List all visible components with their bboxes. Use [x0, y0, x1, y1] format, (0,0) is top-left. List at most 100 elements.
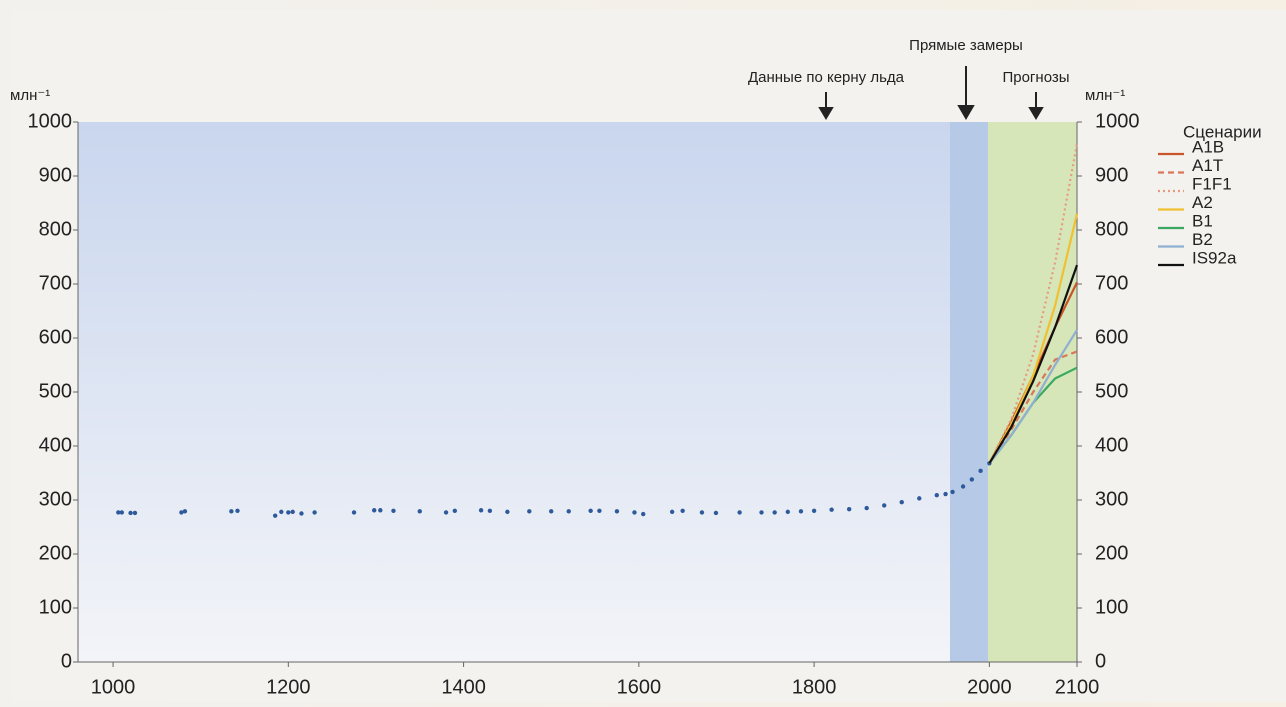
x-tick-label: 1200 — [266, 676, 311, 698]
observation-point — [443, 510, 449, 515]
y2-tick-label: 300 — [1095, 488, 1128, 510]
observation-point — [864, 505, 869, 511]
measurement-region — [950, 122, 988, 662]
observation-point — [669, 509, 675, 515]
y-tick-label: 400 — [39, 434, 72, 456]
scenario-line — [988, 329, 1078, 464]
arrows — [818, 66, 1044, 120]
observation-point — [487, 508, 493, 513]
observation-point — [960, 484, 966, 489]
y2-axis-label: млн⁻¹ — [1085, 87, 1125, 104]
y-tick-label: 0 — [61, 650, 72, 672]
y-tick-label: 200 — [39, 542, 72, 564]
x-tick-label: 1400 — [441, 676, 486, 698]
y2-tick-label: 700 — [1095, 272, 1128, 294]
legend-label: A1T — [1192, 156, 1223, 175]
legend-label: B1 — [1192, 211, 1213, 230]
observation-point — [811, 508, 817, 513]
observation-point — [798, 509, 804, 514]
observation-point — [549, 509, 554, 514]
observation-point — [759, 510, 764, 515]
y2-tick-label: 800 — [1095, 218, 1128, 240]
y2-tick-label: 600 — [1095, 326, 1128, 348]
observation-point — [391, 508, 396, 513]
observation-point — [128, 510, 133, 516]
observation-point — [505, 509, 510, 515]
observation-point — [417, 509, 422, 514]
observation-point — [680, 508, 685, 513]
observation-point — [371, 508, 377, 513]
observation-point — [934, 492, 939, 498]
y-tick-label: 1000 — [28, 110, 73, 132]
observation-point — [978, 468, 983, 474]
observation-point — [527, 509, 532, 514]
observation-point — [969, 477, 975, 482]
legend-label: A2 — [1192, 193, 1213, 212]
observation-point — [229, 509, 234, 514]
observation-point — [119, 510, 125, 515]
observation-point — [286, 510, 291, 515]
observation-point — [299, 511, 304, 516]
observation-point — [132, 510, 138, 516]
y-tick-label: 900 — [39, 164, 72, 186]
legend-label: IS92a — [1192, 248, 1237, 267]
observation-point — [182, 509, 188, 514]
ice-core-region — [78, 122, 950, 662]
y-tick-label: 500 — [39, 380, 72, 402]
observation-point — [882, 503, 887, 508]
observation-point — [899, 499, 904, 505]
observation-point — [478, 508, 484, 513]
observation-point — [452, 508, 458, 513]
observation-point — [272, 513, 278, 518]
observation-point — [290, 509, 295, 515]
observation-point — [116, 510, 121, 515]
y2-tick-label: 1000 — [1095, 110, 1140, 132]
legend-label: B2 — [1192, 230, 1213, 249]
annotation: Прогнозы — [1002, 69, 1069, 86]
y-tick-label: 100 — [39, 596, 72, 618]
observation-point — [846, 506, 852, 512]
observation-point — [614, 509, 620, 514]
observation-point — [950, 489, 955, 495]
y2-tick-label: 200 — [1095, 542, 1128, 564]
observation-point — [713, 510, 719, 516]
legend-label: A1B — [1192, 137, 1224, 156]
observation-point — [351, 510, 357, 515]
observation-point — [632, 510, 637, 515]
observation-point — [312, 510, 317, 515]
x-tick-label: 1000 — [91, 676, 136, 698]
observation-point — [378, 508, 383, 513]
observation-point — [641, 511, 646, 517]
legend-label: F1F1 — [1192, 174, 1232, 193]
x-tick-label: 2100 — [1055, 676, 1100, 698]
annotation: Данные по керну льда — [748, 69, 905, 86]
observation-point — [699, 510, 705, 515]
y-tick-label: 800 — [39, 218, 72, 240]
observation-point — [943, 491, 948, 497]
y2-tick-label: 500 — [1095, 380, 1128, 402]
y2-tick-label: 100 — [1095, 596, 1128, 618]
y2-tick-label: 900 — [1095, 164, 1128, 186]
y2-tick-label: 0 — [1095, 650, 1106, 672]
y-tick-label: 700 — [39, 272, 72, 294]
observation-point — [917, 496, 922, 501]
y-axis-label: млн⁻¹ — [10, 87, 50, 104]
observation-point — [235, 508, 240, 513]
observation-point — [279, 509, 284, 515]
observation-point — [772, 510, 777, 515]
x-tick-label: 1600 — [617, 676, 662, 698]
x-tick-label: 1800 — [792, 676, 837, 698]
observation-point — [597, 508, 602, 513]
y-tick-label: 300 — [39, 488, 72, 510]
scenario-line — [988, 264, 1079, 464]
observation-point — [829, 507, 834, 512]
scenario-line — [988, 350, 1078, 464]
legend-title: Сценарии — [1183, 122, 1262, 141]
y-tick-label: 600 — [39, 326, 72, 348]
observation-point — [179, 510, 184, 515]
annotation: Прямые замеры — [909, 37, 1023, 54]
observation-point — [785, 509, 791, 515]
x-tick-label: 2000 — [967, 676, 1012, 698]
y2-tick-label: 400 — [1095, 434, 1128, 456]
